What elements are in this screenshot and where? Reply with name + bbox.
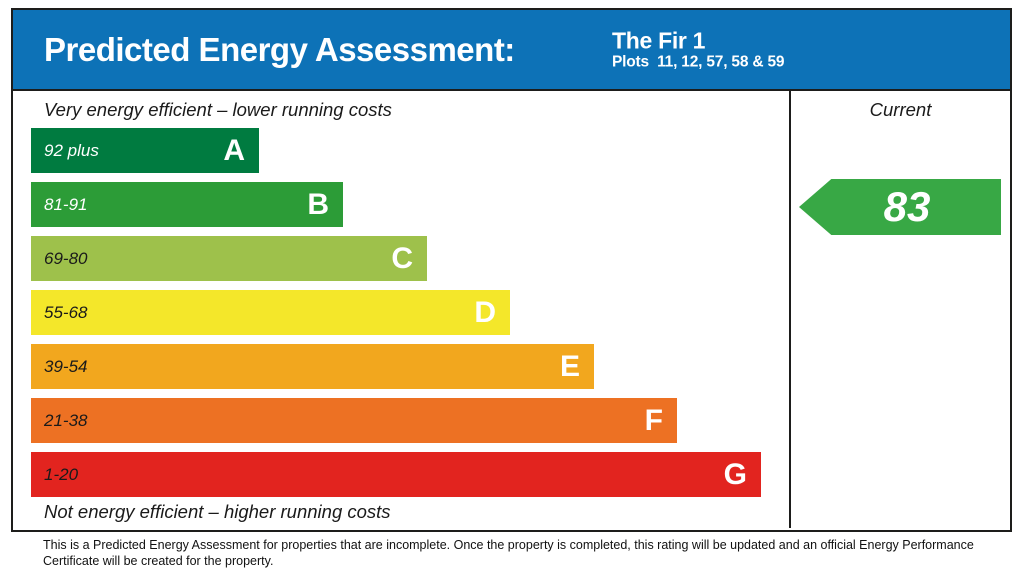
band-letter: A [223,133,245,167]
predicted-energy-assessment-panel: Predicted Energy Assessment: The Fir 1 P… [11,8,1012,532]
property-info: The Fir 1 Plots 11, 12, 57, 58 & 59 [612,26,785,72]
band-row-D: 55-68 D [31,290,761,335]
top-caption: Very energy efficient – lower running co… [44,99,392,120]
band-row-F: 21-38 F [31,398,761,443]
band-bar-A: 92 plus A [31,128,259,173]
current-column-header: Current [869,99,932,120]
column-divider [789,91,791,528]
band-letter: B [307,187,329,221]
current-rating-arrow: 83 [799,179,1001,235]
disclaimer-text: This is a Predicted Energy Assessment fo… [43,538,993,570]
band-letter: E [559,349,580,383]
band-row-C: 69-80 C [31,236,761,281]
epc-chart: Very energy efficient – lower running co… [13,91,1010,528]
band-letter: G [723,457,747,491]
band-row-A: 92 plus A [31,128,761,173]
band-range-label: 1-20 [44,464,79,484]
band-letter: F [644,403,663,437]
page-title: Predicted Energy Assessment: [44,30,515,68]
bottom-caption: Not energy efficient – higher running co… [44,501,391,522]
band-bar-E: 39-54 E [31,344,594,389]
bands: 92 plus A 81-91 B 69-80 C 55-68 D 39-54 … [31,128,761,506]
band-bar-F: 21-38 F [31,398,677,443]
band-bar-D: 55-68 D [31,290,510,335]
property-plots: Plots 11, 12, 57, 58 & 59 [612,53,785,71]
band-letter: D [474,295,496,329]
band-range-label: 69-80 [44,248,88,268]
property-name: The Fir 1 [612,26,706,53]
band-range-label: 21-38 [44,410,88,430]
current-rating-value: 83 [883,183,931,230]
band-row-G: 1-20 G [31,452,761,497]
band-range-label: 92 plus [44,140,99,160]
band-range-label: 81-91 [44,194,88,214]
band-row-B: 81-91 B [31,182,761,227]
disclaimer-line-1: This is a Predicted Energy Assessment fo… [43,538,974,552]
disclaimer-line-2: Certificate will be created for the prop… [43,553,274,568]
band-row-E: 39-54 E [31,344,761,389]
band-bar-C: 69-80 C [31,236,427,281]
band-bar-G: 1-20 G [31,452,761,497]
band-letter: C [391,241,413,275]
band-bar-B: 81-91 B [31,182,343,227]
band-range-label: 39-54 [44,356,88,376]
header-banner: Predicted Energy Assessment: The Fir 1 P… [13,10,1010,91]
band-range-label: 55-68 [44,302,88,322]
